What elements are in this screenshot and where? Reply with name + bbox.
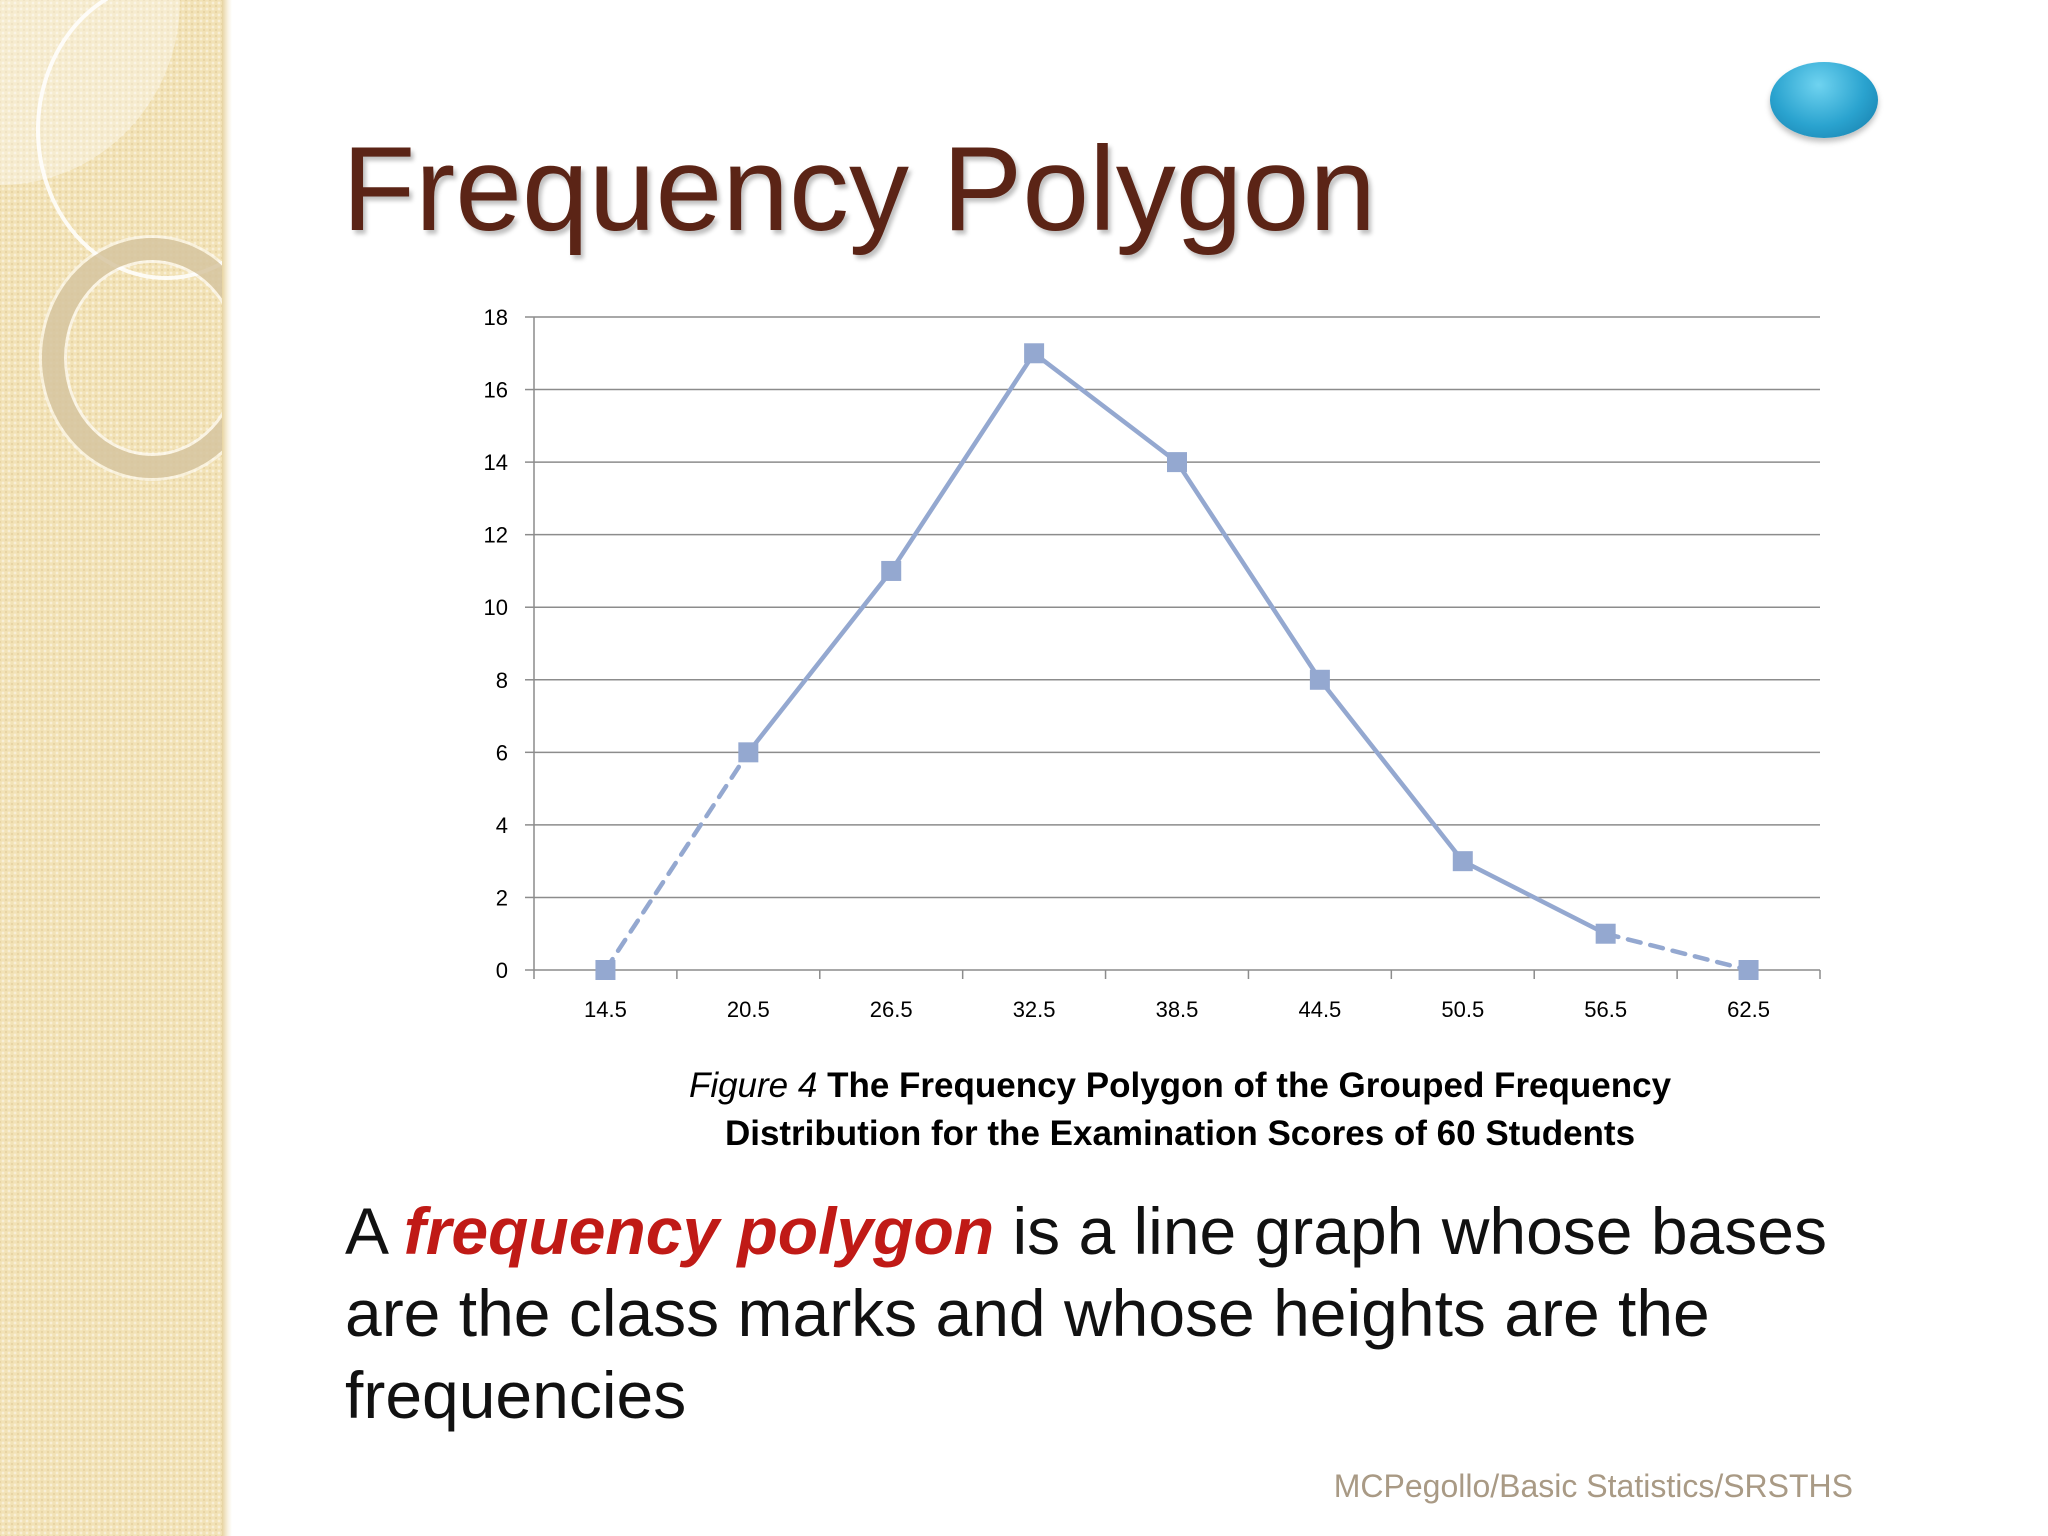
data-point-marker (881, 560, 902, 581)
data-point-marker (1309, 669, 1330, 690)
x-tick-label: 32.5 (1013, 997, 1056, 1022)
figure-caption: Figure 4 The Frequency Polygon of the Gr… (600, 1062, 1760, 1158)
x-tick-label: 38.5 (1156, 997, 1199, 1022)
data-point-marker (738, 742, 759, 763)
data-point-marker (1167, 452, 1187, 473)
data-point-marker (1024, 343, 1045, 364)
series-line-segment (888, 351, 1037, 574)
y-tick-label: 16 (484, 378, 508, 403)
y-tick-label: 6 (496, 740, 508, 765)
y-tick-label: 0 (496, 958, 508, 983)
y-tick-label: 18 (484, 305, 508, 330)
footer-credit: MCPegollo/Basic Statistics/SRSTHS (1333, 1468, 1853, 1504)
data-point-marker (595, 960, 616, 980)
series-line-segment (1174, 459, 1323, 683)
definition-lead: A (345, 1194, 404, 1268)
chart-axes (525, 316, 1821, 979)
y-tick-label: 2 (496, 885, 508, 910)
definition-rest: is a line graph whose bases are the clas… (345, 1194, 1827, 1432)
x-tick-label: 62.5 (1727, 997, 1770, 1022)
data-point-marker (1452, 851, 1473, 872)
x-tick-label: 14.5 (584, 997, 627, 1022)
series-markers (595, 343, 1759, 980)
x-tick-label: 50.5 (1441, 997, 1484, 1022)
series-line-segment (1460, 858, 1608, 936)
caption-text: The Frequency Polygon of the Grouped Fre… (724, 1066, 1672, 1153)
frequency-polygon-chart: 0 2 4 6 8 10 12 14 16 18 14.5 20.5 26.5 32.5 38.5 44.5… (484, 305, 1821, 1022)
side-panel-edge (222, 0, 232, 1536)
data-point-marker (1738, 960, 1759, 980)
series-line-segment (603, 750, 751, 973)
chart-gridlines (534, 316, 1820, 899)
x-tick-label: 26.5 (870, 997, 913, 1022)
definition-term: frequency polygon (403, 1194, 995, 1268)
x-tick-label: 56.5 (1584, 997, 1627, 1022)
series-line-segment (1031, 351, 1180, 465)
y-tick-label: 4 (496, 813, 508, 838)
y-axis-tick-labels: 0 2 4 6 8 10 12 14 16 18 (484, 305, 508, 983)
data-point-marker (1595, 923, 1616, 944)
caption-figure-number: Figure 4 (688, 1066, 818, 1105)
series-line-segment (1603, 931, 1751, 973)
y-tick-label: 8 (496, 668, 508, 693)
slide-title: Frequency Polygon (342, 122, 1376, 256)
definition-text: A frequency polygon is a line graph whos… (345, 1190, 1905, 1436)
y-tick-label: 10 (484, 595, 508, 620)
decorative-side-panel (0, 0, 226, 1536)
series-line-segment (746, 568, 894, 755)
series-line (603, 351, 1751, 973)
teal-oval-decoration (1770, 62, 1878, 138)
x-tick-label: 44.5 (1298, 997, 1341, 1022)
x-axis-tick-labels: 14.5 20.5 26.5 32.5 38.5 44.5 50.5 56.5 62.5 (584, 997, 1770, 1022)
y-tick-label: 12 (484, 523, 508, 548)
series-line-segment (1317, 677, 1466, 864)
x-tick-label: 20.5 (727, 997, 770, 1022)
y-tick-label: 14 (484, 450, 508, 475)
